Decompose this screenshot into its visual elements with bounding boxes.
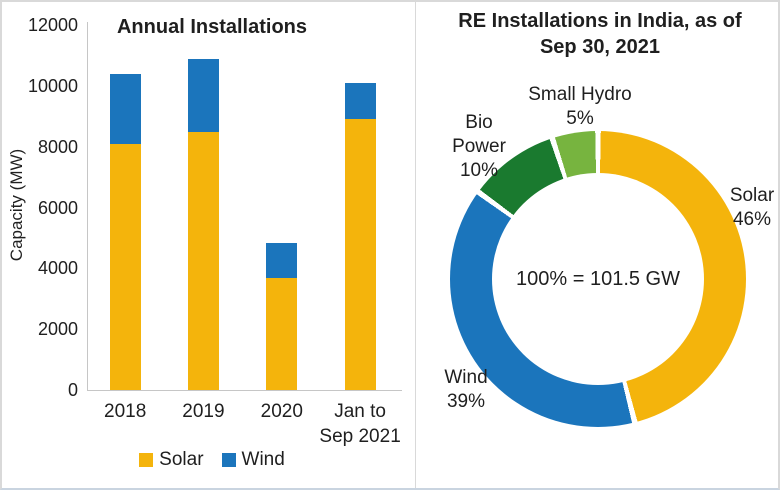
- x-axis-line: [87, 390, 402, 391]
- slice-label-solar-pct: 46%: [732, 209, 772, 230]
- donut-chart-title: RE Installations in India, as of Sep 30,…: [458, 10, 742, 58]
- donut-chart: 100% = 101.5 GW: [450, 131, 746, 427]
- bar-segment-solar-2020: [266, 277, 298, 390]
- y-tick-4000: 4000: [37, 258, 78, 279]
- slice-label-solar: Solar 46%: [720, 184, 778, 232]
- bar-chart-legend: Solar Wind: [87, 449, 337, 471]
- slice-label-wind-pct: 39%: [446, 391, 486, 412]
- x-tick-3: Jan to Sep 2021: [319, 401, 401, 447]
- bar-segment-solar-Jan to: [344, 119, 376, 390]
- x-tick-2: 2020: [260, 401, 303, 422]
- slice-label-bio-name: Bio Power: [452, 112, 506, 157]
- slice-label-solar-name: Solar: [729, 185, 775, 206]
- y-tick-6000: 6000: [37, 197, 78, 218]
- x-tick-0: 2018: [104, 401, 147, 422]
- slice-label-small-hydro: Small Hydro 5%: [520, 83, 640, 131]
- y-tick-10000: 10000: [27, 75, 78, 96]
- bar-segment-wind-2020: [266, 242, 298, 278]
- solar-swatch-icon: [139, 453, 154, 467]
- y-tick-12000: 12000: [27, 15, 78, 35]
- legend-label-wind: Wind: [241, 449, 285, 470]
- slice-label-wind-name: Wind: [444, 367, 488, 388]
- y-tick-2000: 2000: [37, 319, 78, 340]
- y-tick-0: 0: [67, 380, 78, 400]
- bar-segment-wind-Jan to: [344, 82, 376, 120]
- legend-label-solar: Solar: [159, 449, 204, 470]
- slice-label-hydro-pct: 5%: [566, 108, 594, 129]
- legend-item-wind: Wind: [221, 449, 285, 471]
- donut-hole: [492, 173, 704, 385]
- y-axis-line: [87, 22, 88, 391]
- panel-divider: [415, 2, 416, 488]
- y-tick-8000: 8000: [37, 136, 78, 157]
- bar-segment-solar-2018: [109, 143, 141, 390]
- bar-chart-title: Annual Installations: [116, 16, 308, 38]
- slice-label-bio-pct: 10%: [459, 160, 499, 181]
- legend-item-solar: Solar: [139, 449, 204, 471]
- wind-swatch-icon: [221, 453, 236, 467]
- bar-segment-wind-2018: [109, 73, 141, 144]
- slice-label-bio-power: Bio Power 10%: [449, 111, 509, 183]
- x-tick-1: 2019: [182, 401, 225, 422]
- donut-center-label: 100% = 101.5 GW: [516, 267, 680, 290]
- bar-segment-solar-2019: [187, 131, 219, 390]
- slice-label-hydro-name: Small Hydro: [528, 84, 632, 105]
- bar-segment-wind-2019: [187, 58, 219, 132]
- slice-label-wind: Wind 39%: [434, 366, 498, 414]
